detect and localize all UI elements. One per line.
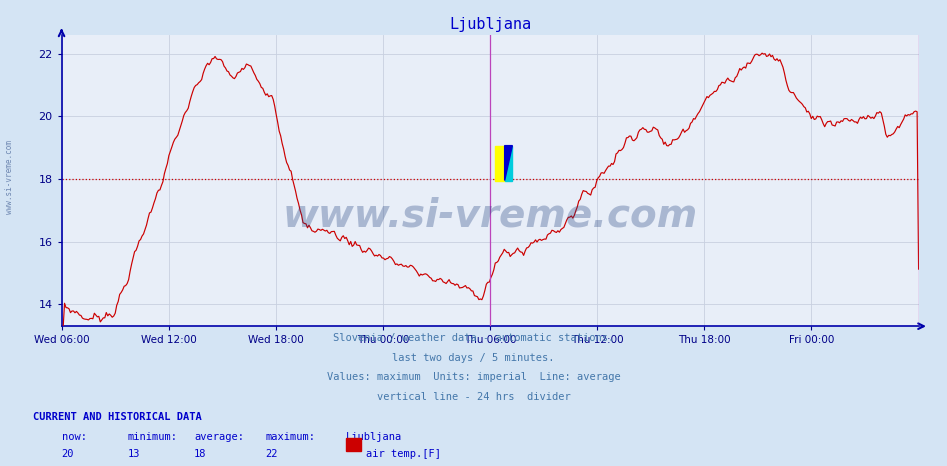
Text: now:: now: xyxy=(62,432,86,442)
Text: 20: 20 xyxy=(62,449,74,459)
Title: Ljubljana: Ljubljana xyxy=(449,17,531,33)
Text: 18: 18 xyxy=(194,449,206,459)
Text: vertical line - 24 hrs  divider: vertical line - 24 hrs divider xyxy=(377,392,570,402)
Text: maximum:: maximum: xyxy=(265,432,315,442)
Text: last two days / 5 minutes.: last two days / 5 minutes. xyxy=(392,353,555,363)
Text: 13: 13 xyxy=(128,449,140,459)
Bar xyxy=(495,146,505,181)
Text: Ljubljana: Ljubljana xyxy=(346,432,402,442)
Text: CURRENT AND HISTORICAL DATA: CURRENT AND HISTORICAL DATA xyxy=(33,412,202,422)
Text: www.si-vreme.com: www.si-vreme.com xyxy=(282,197,698,234)
Text: www.si-vreme.com: www.si-vreme.com xyxy=(5,140,14,214)
Text: 22: 22 xyxy=(265,449,277,459)
Text: minimum:: minimum: xyxy=(128,432,178,442)
Text: Slovenia / weather data - automatic stations.: Slovenia / weather data - automatic stat… xyxy=(333,333,614,343)
Text: air temp.[F]: air temp.[F] xyxy=(366,449,441,459)
Polygon shape xyxy=(505,145,512,181)
Bar xyxy=(505,146,512,181)
Text: average:: average: xyxy=(194,432,244,442)
Text: Values: maximum  Units: imperial  Line: average: Values: maximum Units: imperial Line: av… xyxy=(327,372,620,382)
